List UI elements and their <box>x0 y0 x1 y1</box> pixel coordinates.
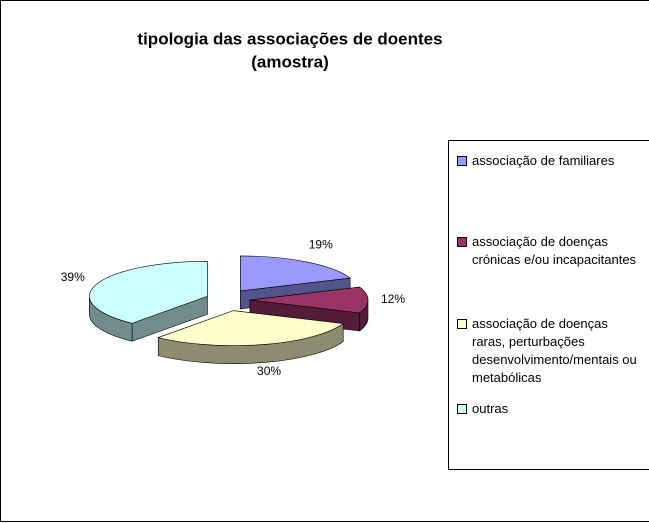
legend-label: associação de doenças crónicas e/ou inca… <box>472 234 637 267</box>
legend-entry: associação de doenças raras, perturbaçõe… <box>457 315 637 387</box>
slice-top <box>249 286 369 314</box>
legend-swatch <box>457 319 467 329</box>
slice-top <box>240 255 351 292</box>
data-label: 30% <box>257 364 281 378</box>
legend-swatch <box>457 237 467 247</box>
slice-top <box>157 310 344 346</box>
legend: associação de familiares associação de do… <box>448 140 649 470</box>
legend-swatch <box>457 404 467 414</box>
legend-entry: outras <box>457 400 637 418</box>
chart-subtitle: (amostra) <box>251 52 328 71</box>
slice-top <box>89 260 208 324</box>
slice <box>89 260 208 342</box>
slice <box>157 310 344 364</box>
data-label: 12% <box>381 292 405 306</box>
data-label: 19% <box>309 238 333 252</box>
legend-label: outras <box>472 401 509 416</box>
slice <box>249 286 369 332</box>
legend-entry: associação de familiares <box>457 152 637 170</box>
legend-label: associação de doenças raras, perturbaçõe… <box>472 316 637 385</box>
legend-entry: associação de doenças crónicas e/ou inca… <box>457 233 637 269</box>
legend-label: associação de familiares <box>472 153 615 168</box>
data-label: 39% <box>61 270 85 284</box>
chart-title: tipologia das associações de doentes <box>137 29 442 48</box>
legend-swatch <box>457 156 467 166</box>
